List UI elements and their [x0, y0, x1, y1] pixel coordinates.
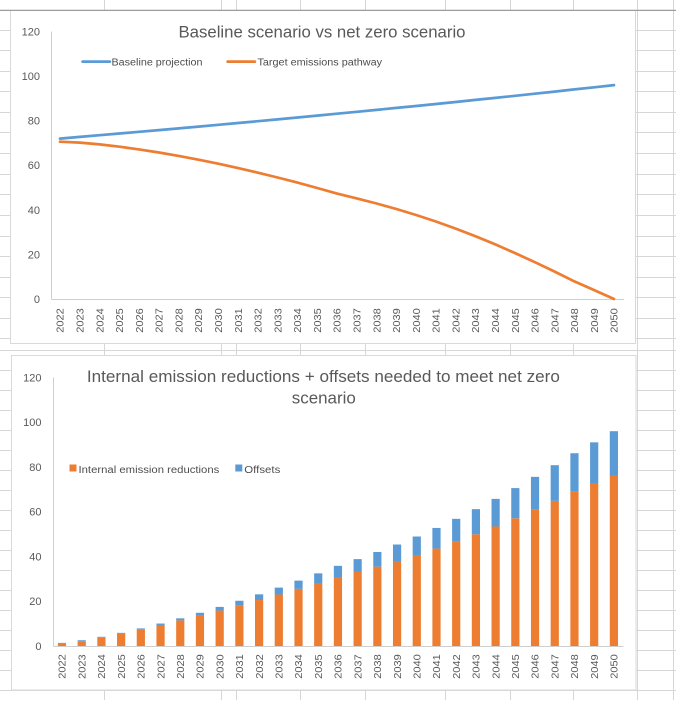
svg-text:2046: 2046: [530, 308, 542, 333]
svg-text:2027: 2027: [155, 654, 167, 679]
svg-text:2029: 2029: [195, 654, 207, 679]
svg-text:2035: 2035: [313, 654, 325, 679]
svg-text:2026: 2026: [135, 654, 147, 679]
svg-text:2041: 2041: [431, 654, 443, 679]
svg-text:2045: 2045: [510, 654, 522, 679]
svg-text:2033: 2033: [272, 308, 284, 333]
svg-text:2043: 2043: [471, 654, 483, 679]
svg-text:2037: 2037: [351, 308, 363, 333]
svg-text:2030: 2030: [214, 654, 226, 679]
svg-text:2033: 2033: [273, 654, 285, 679]
svg-text:120: 120: [22, 26, 40, 38]
svg-text:80: 80: [28, 116, 40, 128]
svg-text:2030: 2030: [213, 308, 225, 333]
svg-text:2023: 2023: [74, 308, 86, 333]
svg-text:2025: 2025: [114, 308, 126, 333]
svg-text:2049: 2049: [589, 308, 601, 333]
svg-text:2038: 2038: [371, 308, 383, 333]
svg-text:2032: 2032: [253, 308, 265, 333]
svg-text:2028: 2028: [173, 308, 185, 333]
svg-text:2036: 2036: [333, 654, 345, 679]
svg-text:2049: 2049: [589, 654, 601, 679]
svg-text:2047: 2047: [549, 654, 561, 679]
svg-text:2035: 2035: [312, 308, 324, 333]
svg-text:2041: 2041: [431, 308, 443, 333]
svg-text:2040: 2040: [411, 654, 423, 679]
svg-text:0: 0: [34, 294, 40, 306]
svg-text:Baseline projection: Baseline projection: [112, 57, 203, 68]
svg-text:20: 20: [29, 596, 41, 608]
svg-text:60: 60: [29, 507, 41, 519]
svg-text:2024: 2024: [96, 654, 108, 679]
svg-text:2036: 2036: [332, 308, 344, 333]
svg-text:2037: 2037: [352, 654, 364, 679]
svg-text:60: 60: [28, 160, 40, 172]
svg-text:2044: 2044: [490, 654, 502, 679]
svg-text:Target emissions pathway: Target emissions pathway: [258, 57, 383, 68]
svg-text:2043: 2043: [470, 308, 482, 333]
svg-text:120: 120: [23, 372, 41, 384]
svg-text:2038: 2038: [372, 654, 384, 679]
svg-text:2040: 2040: [411, 308, 423, 333]
svg-text:2022: 2022: [57, 654, 69, 679]
svg-text:2048: 2048: [569, 308, 581, 333]
svg-text:2047: 2047: [549, 308, 561, 333]
svg-text:2048: 2048: [569, 654, 581, 679]
svg-text:2031: 2031: [234, 654, 246, 679]
svg-text:20: 20: [28, 249, 40, 261]
svg-text:2023: 2023: [76, 654, 88, 679]
svg-text:2045: 2045: [510, 308, 522, 333]
svg-text:2025: 2025: [116, 654, 128, 679]
svg-text:2026: 2026: [134, 308, 146, 333]
svg-text:Baseline scenario vs net zero: Baseline scenario vs net zero scenario: [179, 24, 466, 42]
svg-text:2039: 2039: [392, 654, 404, 679]
svg-text:2042: 2042: [451, 654, 463, 679]
svg-text:2028: 2028: [175, 654, 187, 679]
svg-text:2039: 2039: [391, 308, 403, 333]
svg-text:80: 80: [29, 462, 41, 474]
svg-text:40: 40: [29, 551, 41, 563]
svg-text:2027: 2027: [154, 308, 166, 333]
svg-text:2022: 2022: [55, 308, 67, 333]
svg-text:40: 40: [28, 205, 40, 217]
svg-text:100: 100: [22, 71, 40, 83]
svg-text:2042: 2042: [450, 308, 462, 333]
svg-text:2032: 2032: [254, 654, 266, 679]
svg-text:2029: 2029: [193, 308, 205, 333]
svg-text:2046: 2046: [530, 654, 542, 679]
svg-text:Offsets: Offsets: [244, 465, 280, 476]
svg-text:100: 100: [23, 417, 41, 429]
svg-text:2034: 2034: [292, 308, 304, 333]
svg-text:Internal emission reductions: Internal emission reductions: [79, 465, 220, 476]
svg-text:2031: 2031: [233, 308, 245, 333]
svg-text:2034: 2034: [293, 654, 305, 679]
svg-text:Internal emission reductions +: Internal emission reductions + offsets n…: [87, 368, 560, 386]
svg-text:2044: 2044: [490, 308, 502, 333]
svg-text:2024: 2024: [94, 308, 106, 333]
svg-text:scenario: scenario: [292, 390, 356, 408]
svg-text:2050: 2050: [609, 654, 621, 679]
svg-text:0: 0: [35, 641, 41, 653]
svg-text:2050: 2050: [609, 308, 621, 333]
